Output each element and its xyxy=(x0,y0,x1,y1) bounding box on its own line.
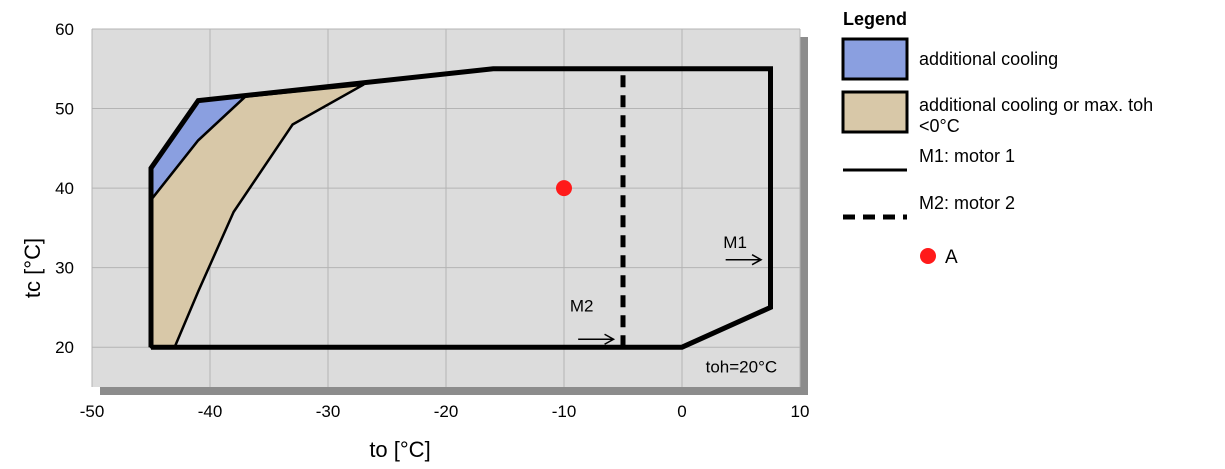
region-additional-cooling-or-max-toh xyxy=(149,83,365,349)
legend-swatch-1 xyxy=(841,90,909,134)
x-tick-label: 0 xyxy=(677,402,686,421)
x-tick-label: -20 xyxy=(434,402,459,421)
y-tick-label: 30 xyxy=(55,259,74,278)
y-tick-label: 40 xyxy=(55,179,74,198)
legend: Legend additional cooling additional cooli… xyxy=(841,9,1153,268)
x-tick-label: -40 xyxy=(198,402,223,421)
y-tick-label: 50 xyxy=(55,100,74,119)
y-axis-label: tc [°C] xyxy=(20,238,45,298)
y-tick-label: 20 xyxy=(55,338,74,357)
m1-arrow-icon-head xyxy=(751,254,763,266)
legend-label-0: additional cooling xyxy=(919,49,1058,69)
legend-label-a: A xyxy=(945,247,958,268)
tick-labels: -50 -40 -30 -20 -10 0 10 20 30 40 50 60 xyxy=(55,20,809,421)
legend-label-1-cont: <0°C xyxy=(919,116,960,136)
x-tick-label: 10 xyxy=(791,402,810,421)
annotations: M1 M2 toh=20°C xyxy=(570,233,777,377)
x-axis-label: to [°C] xyxy=(369,437,430,462)
annotation-toh-20-c: toh=20°C xyxy=(706,358,778,377)
x-tick-label: -50 xyxy=(80,402,105,421)
legend-label-1: additional cooling or max. toh xyxy=(919,95,1153,115)
annotation-m1: M1 xyxy=(723,233,747,252)
boundary-m1-motor-1 xyxy=(148,66,773,350)
legend-label-m2: M2: motor 2 xyxy=(919,193,1015,213)
x-tick-label: -30 xyxy=(316,402,341,421)
x-tick-label: -10 xyxy=(552,402,577,421)
m2-arrow-icon-head xyxy=(604,333,616,345)
points xyxy=(556,180,572,197)
annotation-m2: M2 xyxy=(570,296,594,315)
legend-point-a xyxy=(920,248,936,264)
legend-swatch-0 xyxy=(841,37,909,81)
legend-label-m1: M1: motor 1 xyxy=(919,146,1015,166)
legend-title: Legend xyxy=(843,9,907,29)
y-tick-label: 60 xyxy=(55,20,74,39)
data-point-a xyxy=(556,180,572,197)
boundaries xyxy=(148,66,773,350)
